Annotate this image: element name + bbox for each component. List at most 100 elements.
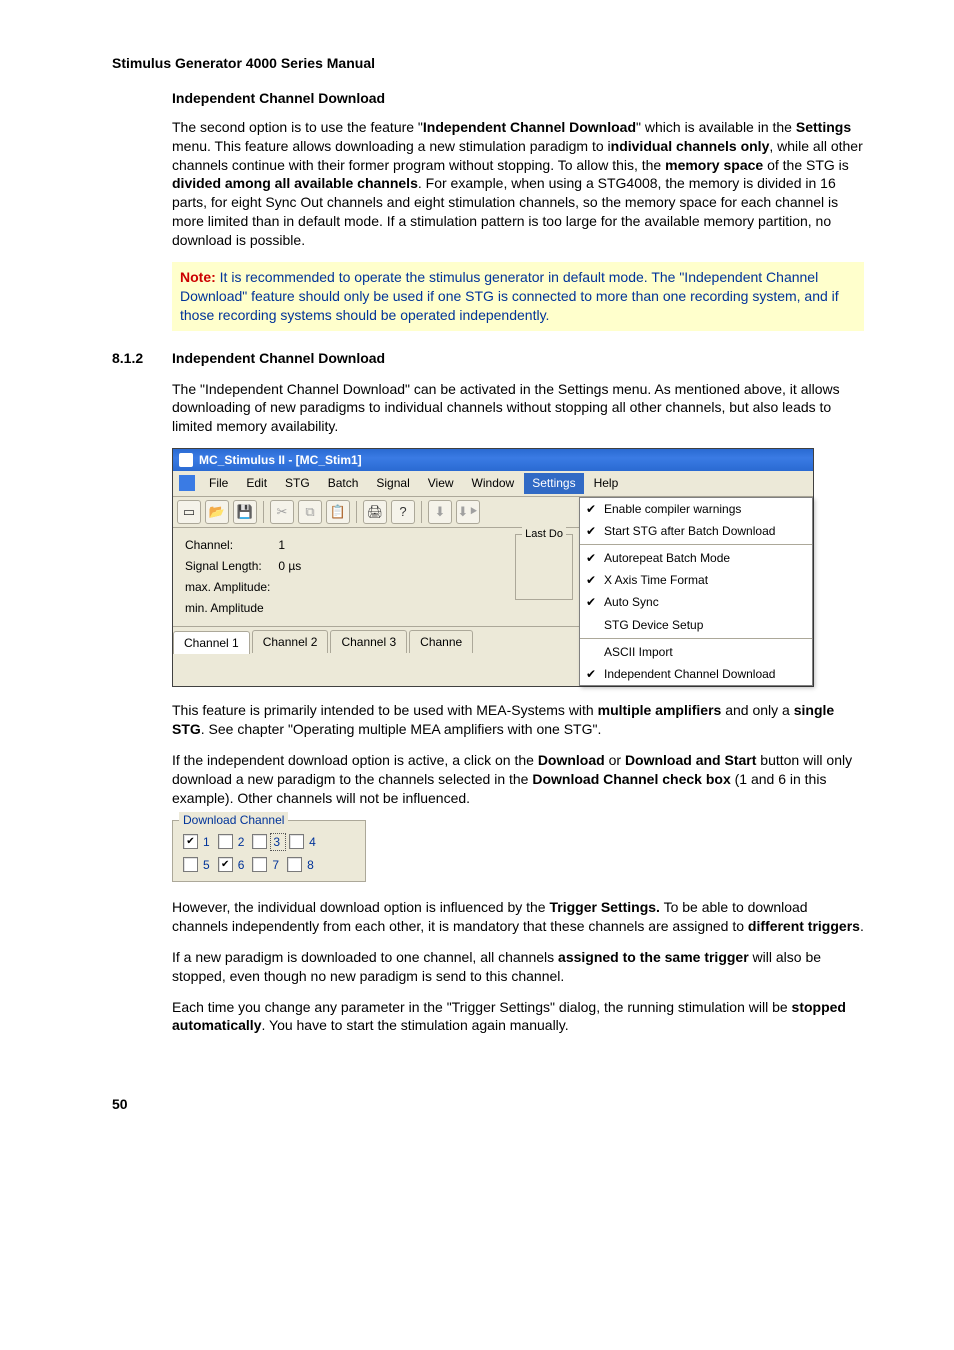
- dd-ascii-import[interactable]: ASCII Import: [580, 641, 812, 663]
- para-4: If the independent download option is ac…: [172, 751, 864, 808]
- section-heading: 8.1.2 Independent Channel Download: [112, 349, 864, 368]
- bold: different triggers: [748, 918, 860, 934]
- new-icon[interactable]: ▭: [177, 500, 201, 524]
- menu-settings[interactable]: Settings: [524, 473, 583, 493]
- checkbox-ch6[interactable]: [218, 857, 233, 872]
- dd-start-stg-after-batch[interactable]: ✔Start STG after Batch Download: [580, 520, 812, 542]
- para-5: However, the individual download option …: [172, 898, 864, 936]
- dd-auto-sync[interactable]: ✔Auto Sync: [580, 591, 812, 613]
- para-1: The second option is to use the feature …: [172, 118, 864, 250]
- left-pane: Channel:1 Signal Length:0 µs max. Amplit…: [173, 528, 579, 626]
- window-title: MC_Stimulus II - [MC_Stim1]: [199, 452, 362, 468]
- label-6: 6: [236, 857, 250, 873]
- para-7: Each time you change any parameter in th…: [172, 998, 864, 1036]
- check-icon: ✔: [584, 594, 598, 610]
- heading-independent: Independent Channel Download: [172, 89, 864, 108]
- bold: Settings: [796, 119, 851, 135]
- download-channel-row-1: 1 2 3 4: [183, 833, 355, 851]
- tab-channel-3[interactable]: Channel 3: [330, 630, 407, 653]
- label-channel: Channel:: [185, 536, 276, 555]
- note-label: Note:: [180, 269, 216, 285]
- checkbox-ch7[interactable]: [252, 857, 267, 872]
- value-channel: 1: [278, 536, 307, 555]
- checkbox-ch4[interactable]: [289, 834, 304, 849]
- dd-separator: [580, 638, 812, 639]
- tab-channel-2[interactable]: Channel 2: [252, 630, 329, 653]
- running-title: Stimulus Generator 4000 Series Manual: [112, 54, 864, 73]
- last-download-label: Last Do: [522, 527, 566, 542]
- text: The second option is to use the feature …: [172, 119, 423, 135]
- section-number: 8.1.2: [112, 349, 172, 368]
- checkbox-ch5[interactable]: [183, 857, 198, 872]
- help-icon[interactable]: ?: [391, 500, 415, 524]
- para-3: This feature is primarily intended to be…: [172, 701, 864, 739]
- separator: [356, 501, 357, 523]
- label-4: 4: [307, 834, 321, 850]
- open-icon[interactable]: 📂: [205, 500, 229, 524]
- menu-file[interactable]: File: [201, 473, 236, 493]
- tab-channel-1[interactable]: Channel 1: [173, 631, 250, 654]
- dd-xaxis-time-format[interactable]: ✔X Axis Time Format: [580, 569, 812, 591]
- window-body: ▭ 📂 💾 ✂ ⧉ 📋 🖨 ? ⬇ ⬇⯈: [173, 497, 813, 687]
- page-number: 50: [112, 1095, 864, 1114]
- label-maxamp: max. Amplitude:: [185, 578, 276, 597]
- save-icon[interactable]: 💾: [233, 500, 257, 524]
- tab-channel-4[interactable]: Channe: [409, 630, 473, 653]
- last-download-group: Last Do: [515, 534, 573, 600]
- bold: Download Channel check box: [532, 771, 730, 787]
- menu-signal[interactable]: Signal: [368, 473, 417, 493]
- menu-edit[interactable]: Edit: [238, 473, 275, 493]
- checkbox-ch2[interactable]: [218, 834, 233, 849]
- checkbox-ch8[interactable]: [287, 857, 302, 872]
- download-icon[interactable]: ⬇: [428, 500, 452, 524]
- menu-batch[interactable]: Batch: [320, 473, 367, 493]
- text: " which is available in the: [636, 119, 796, 135]
- para-6: If a new paradigm is downloaded to one c…: [172, 948, 864, 986]
- value-siglen: 0 µs: [278, 557, 307, 576]
- checkbox-ch1[interactable]: [183, 834, 198, 849]
- dd-stg-device-setup[interactable]: STG Device Setup: [580, 614, 812, 636]
- dd-label: X Axis Time Format: [604, 572, 708, 588]
- label-siglen: Signal Length:: [185, 557, 276, 576]
- label-7: 7: [270, 857, 284, 873]
- window-titlebar: MC_Stimulus II - [MC_Stim1]: [173, 449, 813, 471]
- copy-icon[interactable]: ⧉: [298, 500, 322, 524]
- check-icon: ✔: [584, 666, 598, 682]
- dd-label: Autorepeat Batch Mode: [604, 550, 730, 566]
- bold: Independent Channel Download: [423, 119, 636, 135]
- check-icon: ✔: [584, 523, 598, 539]
- menu-view[interactable]: View: [420, 473, 462, 493]
- print-icon[interactable]: 🖨: [363, 500, 387, 524]
- download-channel-row-2: 5 6 7 8: [183, 857, 355, 873]
- bold: Download: [538, 752, 605, 768]
- dd-independent-channel-download[interactable]: ✔ Independent Channel Download: [580, 663, 812, 685]
- section-body-2: The "Independent Channel Download" can b…: [172, 380, 864, 1036]
- screenshot-mcstim: MC_Stimulus II - [MC_Stim1] File Edit ST…: [172, 448, 814, 687]
- section-title: Independent Channel Download: [172, 349, 385, 368]
- download-start-icon[interactable]: ⬇⯈: [456, 500, 480, 524]
- dd-autorepeat-batch[interactable]: ✔Autorepeat Batch Mode: [580, 547, 812, 569]
- text: If the independent download option is ac…: [172, 752, 538, 768]
- bold: Trigger Settings.: [549, 899, 659, 915]
- value-maxamp: [278, 578, 307, 597]
- page: Stimulus Generator 4000 Series Manual In…: [0, 0, 954, 1168]
- label-2: 2: [236, 834, 250, 850]
- note-text: It is recommended to operate the stimulu…: [180, 269, 839, 323]
- menu-help[interactable]: Help: [586, 473, 627, 493]
- label-minamp: min. Amplitude: [185, 599, 276, 618]
- bold: multiple amplifiers: [598, 702, 722, 718]
- cut-icon[interactable]: ✂: [270, 500, 294, 524]
- download-channel-group: Download Channel 1 2 3 4 5 6 7 8: [172, 820, 366, 882]
- menu-window[interactable]: Window: [464, 473, 523, 493]
- text: menu. This feature allows downloading a …: [172, 138, 611, 154]
- paste-icon[interactable]: 📋: [326, 500, 350, 524]
- bold: Download and Start: [625, 752, 756, 768]
- toolbar: ▭ 📂 💾 ✂ ⧉ 📋 🖨 ? ⬇ ⬇⯈: [173, 497, 579, 528]
- dd-label: Independent Channel Download: [604, 666, 775, 682]
- text: If a new paradigm is downloaded to one c…: [172, 949, 558, 965]
- menu-stg[interactable]: STG: [277, 473, 318, 493]
- dd-label: ASCII Import: [604, 644, 673, 660]
- checkbox-ch3[interactable]: [252, 834, 267, 849]
- dd-enable-compiler-warnings[interactable]: ✔Enable compiler warnings: [580, 498, 812, 520]
- info-block: Channel:1 Signal Length:0 µs max. Amplit…: [173, 528, 319, 626]
